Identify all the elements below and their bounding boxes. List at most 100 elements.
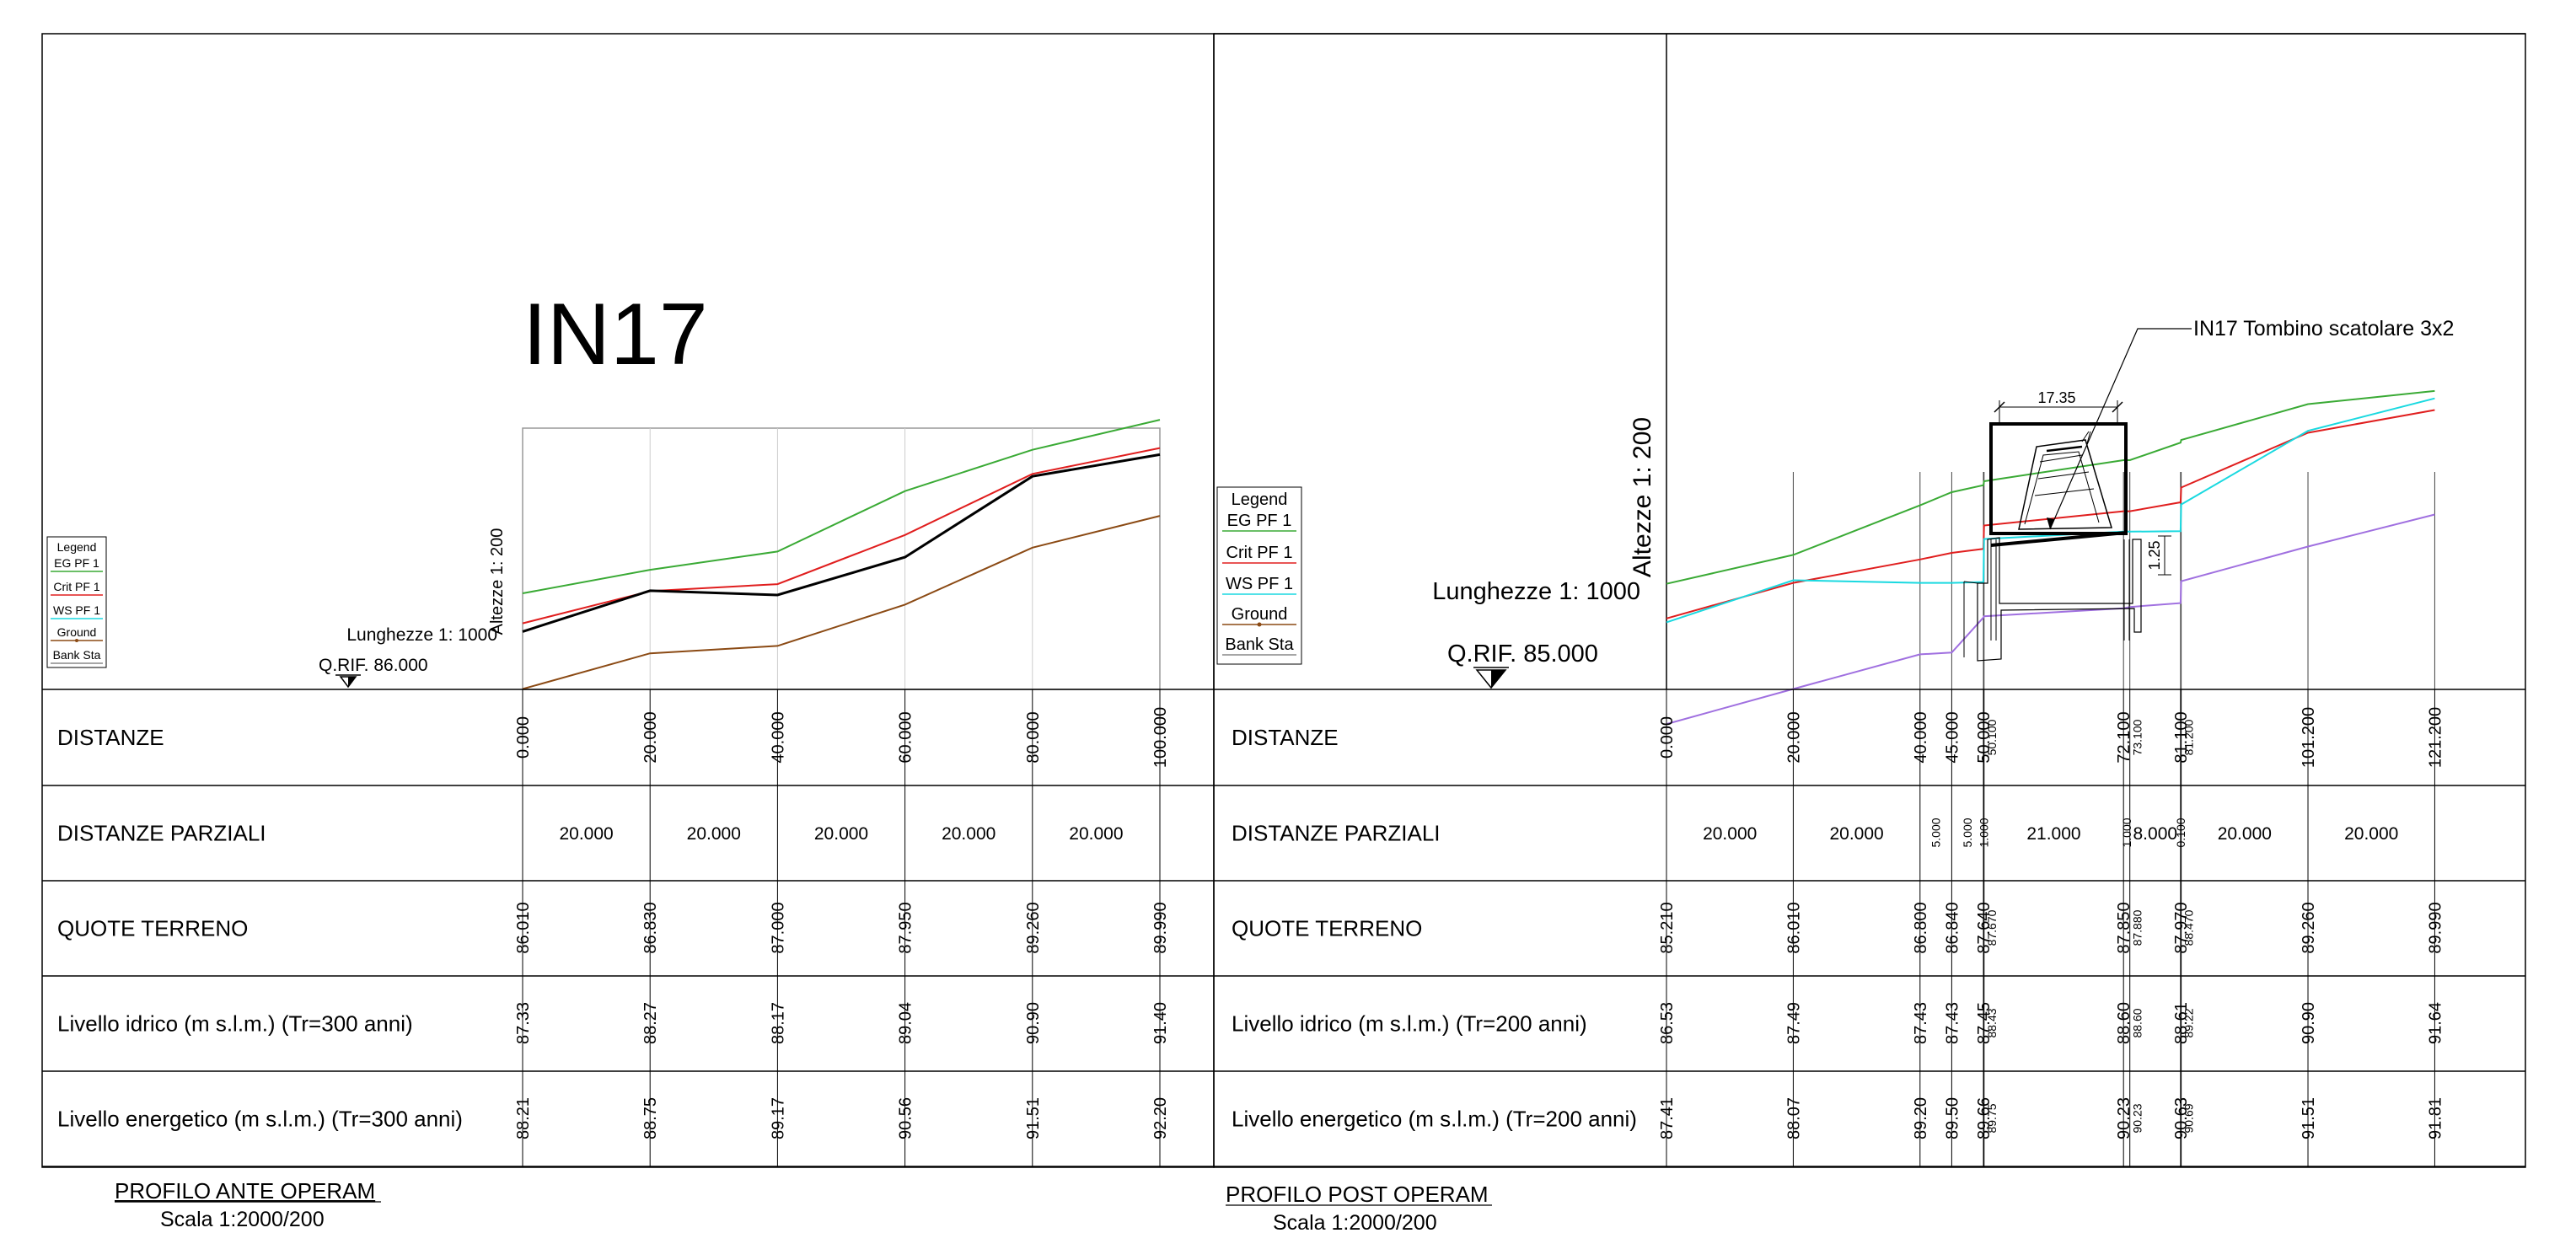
row-label: DISTANZE PARZIALI [57,821,266,846]
partial-distance-value: 1.000 [2120,818,2133,847]
water-level-value: 88.60 [2131,1008,2144,1037]
post-legend-eg: EG PF 1 [1227,512,1292,530]
energy-level-value: 92.20 [1151,1097,1170,1139]
post-station-gridlines [1792,472,2435,689]
ante-vertical-scale: Altezze 1: 200 [488,528,507,635]
row-label: DISTANZE PARZIALI [1232,821,1441,846]
partial-distance-value: 20.000 [2344,824,2398,844]
culvert-callout-label: IN17 Tombino scatolare 3x2 [2193,317,2454,340]
row-label: QUOTE TERRENO [1232,916,1422,941]
distance-value: 60.000 [897,711,915,763]
post-legend: Legend EG PF 1 Crit PF 1 WS PF 1 Ground … [1216,486,1302,665]
terrain-value: 88.470 [2182,909,2196,946]
energy-level-value: 89.50 [1943,1097,1962,1139]
ground-profile-line [522,515,1161,690]
ante-reference: Q.RIF. 86.000 [319,656,428,675]
partial-distance-value: 20.000 [1829,824,1883,844]
culvert-width-label: 17.35 [2037,389,2075,406]
energy-level-value: 91.81 [2426,1097,2445,1139]
energy-level-value: 90.69 [2182,1103,2196,1133]
terrain-value: 89.990 [2426,902,2445,953]
ante-legend-ws: WS PF 1 [53,603,100,617]
row-label: DISTANZE [57,725,164,750]
post-legend-ground: Ground [1232,605,1288,624]
ante-data-table: DISTANZE DISTANZE PARZIALI QUOTE TERRENO Li… [42,689,1214,1167]
post-data-table: DISTANZE DISTANZE PARZIALI QUOTE TERRENO Li… [1214,689,2525,1167]
distance-value: 20.000 [1784,711,1803,763]
partial-distance-value: 20.000 [687,824,741,844]
row-label: Livello idrico (m s.l.m.) (Tr=200 anni) [1232,1011,1587,1037]
water-level-value: 91.40 [1151,1002,1170,1044]
water-level-value: 86.53 [1658,1002,1677,1044]
partial-distance-value: 1.000 [1977,818,1990,847]
energy-level-value: 89.75 [1985,1103,1999,1133]
post-frame [1213,33,2526,1168]
post-vertical-scale: Altezze 1: 200 [1629,417,1656,577]
ante-legend-ground: Ground [57,625,97,639]
water-surface-line [1666,397,2435,624]
critical-depth-line [1666,409,2435,619]
water-level-value: 87.33 [514,1002,533,1044]
culvert-structure [1963,422,2142,662]
callout-leader [2049,328,2192,530]
energy-level-value: 88.07 [1784,1097,1803,1139]
post-horizontal-scale: Lunghezze 1: 1000 [1432,578,1640,605]
row-label: DISTANZE [1232,725,1339,750]
water-level-value: 87.43 [1912,1002,1930,1044]
distance-value: 81.200 [2182,719,2196,755]
water-surface-line [522,453,1161,633]
partial-distance-value: 5.000 [1961,818,1974,847]
terrain-value: 89.990 [1151,902,1170,953]
distance-value: 73.100 [2131,719,2144,755]
post-caption: PROFILO POST OPERAM [1226,1182,1489,1207]
culvert-height-label: 1.25 [2146,540,2163,570]
ante-profile-lines [522,419,1161,690]
water-level-value: 87.49 [1784,1002,1803,1044]
ante-legend-eg: EG PF 1 [54,556,99,570]
energy-level-value: 89.20 [1912,1097,1930,1139]
ante-caption: PROFILO ANTE OPERAM [115,1178,375,1204]
partial-distance-value: 20.000 [559,824,613,844]
culvert-height-dimension [2158,535,2171,576]
distance-value: 72.100 [2115,711,2133,763]
distance-value: 0.000 [514,716,533,759]
terrain-value: 87.950 [897,902,915,953]
energy-grade-line [522,419,1161,594]
post-legend-bank: Bank Sta [1225,635,1294,654]
distance-value: 40.000 [769,711,787,763]
ante-scale-caption: Scala 1:2000/200 [160,1208,325,1231]
post-scale-caption: Scala 1:2000/200 [1273,1211,1437,1233]
water-level-value: 90.90 [1024,1002,1043,1044]
distance-value: 50.100 [1985,719,1999,755]
energy-grade-line [1666,389,2435,585]
energy-level-value: 91.51 [2300,1097,2318,1139]
post-legend-ws: WS PF 1 [1226,575,1293,593]
energy-level-value: 90.23 [2131,1103,2144,1133]
distance-value: 121.200 [2426,707,2445,768]
ante-legend: Legend EG PF 1 Crit PF 1 WS PF 1 Ground … [46,536,107,668]
distance-value: 100.000 [1151,707,1170,768]
ante-legend-crit: Crit PF 1 [53,580,99,593]
terrain-value: 86.010 [1784,902,1803,953]
terrain-value: 86.800 [1912,902,1930,953]
ante-frame [41,33,1215,1168]
bank-station-line [1666,513,2435,726]
distance-value: 80.000 [1024,711,1043,763]
ante-legend-heading: Legend [57,540,97,554]
ante-title: IN17 [523,286,708,383]
energy-level-value: 88.75 [641,1097,660,1139]
partial-distance-value: 8.000 [2133,824,2178,844]
post-legend-heading: Legend [1232,491,1288,509]
terrain-value: 86.830 [641,902,660,953]
post-profile-lines [1666,389,2435,726]
partial-distance-value: 20.000 [1703,824,1757,844]
water-level-value: 89.04 [897,1002,915,1044]
critical-depth-line [522,447,1161,625]
partial-distance-value: 20.000 [942,824,996,844]
water-level-value: 87.43 [1943,1002,1962,1044]
terrain-value: 87.000 [769,902,787,953]
terrain-value: 86.010 [514,902,533,953]
distance-value: 101.200 [2300,707,2318,768]
water-level-value: 90.90 [2300,1002,2318,1044]
